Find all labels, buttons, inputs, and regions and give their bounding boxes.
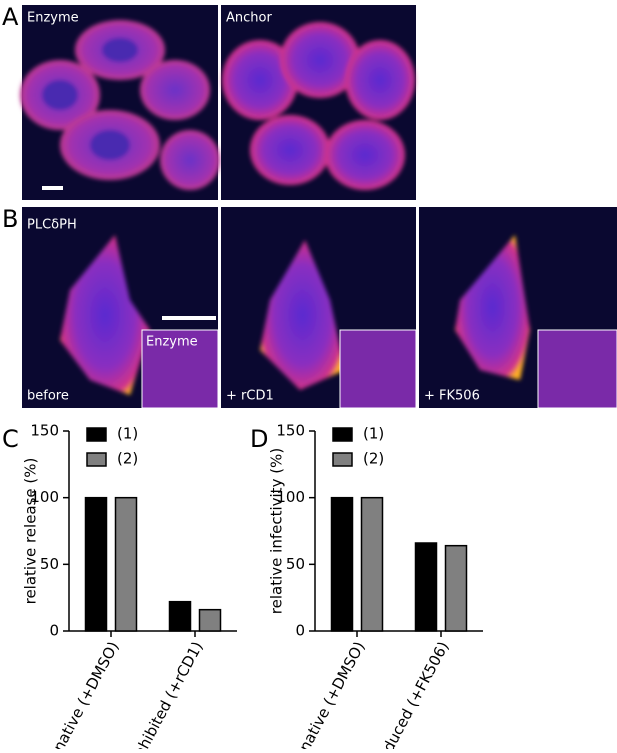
y-axis-label: relative infectivity (%) — [268, 448, 286, 614]
image-label: Enzyme — [27, 11, 79, 26]
legend-swatch — [86, 427, 107, 442]
panel-a: A Enzyme Anchor — [2, 3, 416, 200]
bar — [360, 496, 384, 632]
bar — [114, 496, 138, 632]
image-label: + rCD1 — [226, 389, 274, 404]
panel-b: B PLCδPH Enzyme before + rCD1 + FK506 — [2, 205, 617, 409]
y-tick-label: 150 — [276, 422, 305, 440]
bar — [168, 600, 192, 632]
y-axis-label: relative release (%) — [22, 458, 40, 605]
legend-swatch — [332, 427, 353, 442]
inset — [141, 329, 219, 409]
scale-bar — [162, 316, 216, 320]
cells — [20, 20, 220, 190]
image-label: PLCδPH — [27, 218, 77, 233]
x-tick-label: induced (+FK506) — [373, 639, 453, 749]
bar — [414, 542, 438, 632]
inset — [537, 329, 617, 409]
y-tick-label: 100 — [30, 488, 59, 506]
image-label: before — [27, 389, 69, 404]
bar — [444, 544, 468, 632]
scale-bar — [42, 186, 63, 190]
bar — [84, 496, 108, 632]
inset — [339, 329, 417, 409]
y-tick-label: 0 — [49, 622, 59, 640]
legend-label: (2) — [117, 450, 138, 468]
y-tick-label: 50 — [286, 555, 305, 573]
image-label: + FK506 — [424, 389, 480, 404]
legend-swatch — [332, 452, 353, 467]
legend-label: (2) — [363, 450, 384, 468]
x-tick-label: native (+DMSO) — [295, 639, 368, 749]
legend-swatch — [86, 452, 107, 467]
panel-label: C — [2, 425, 19, 453]
legend-label: (1) — [363, 425, 384, 443]
x-tick-label: native (+DMSO) — [49, 639, 122, 749]
x-tick-label: inhibited (+rCD1) — [128, 639, 206, 749]
cells — [222, 22, 415, 190]
panel-label: D — [250, 425, 268, 453]
bar — [198, 608, 222, 632]
bar — [330, 496, 354, 632]
panel-label: B — [2, 205, 18, 233]
legend-label: (1) — [117, 425, 138, 443]
y-tick-label: 150 — [30, 422, 59, 440]
cells — [60, 235, 530, 395]
image-label: Enzyme — [146, 335, 198, 350]
y-tick-label: 100 — [276, 488, 305, 506]
image-label: Anchor — [226, 11, 272, 26]
y-tick-label: 0 — [295, 622, 305, 640]
panel-label: A — [2, 3, 19, 31]
y-tick-label: 50 — [40, 555, 59, 573]
